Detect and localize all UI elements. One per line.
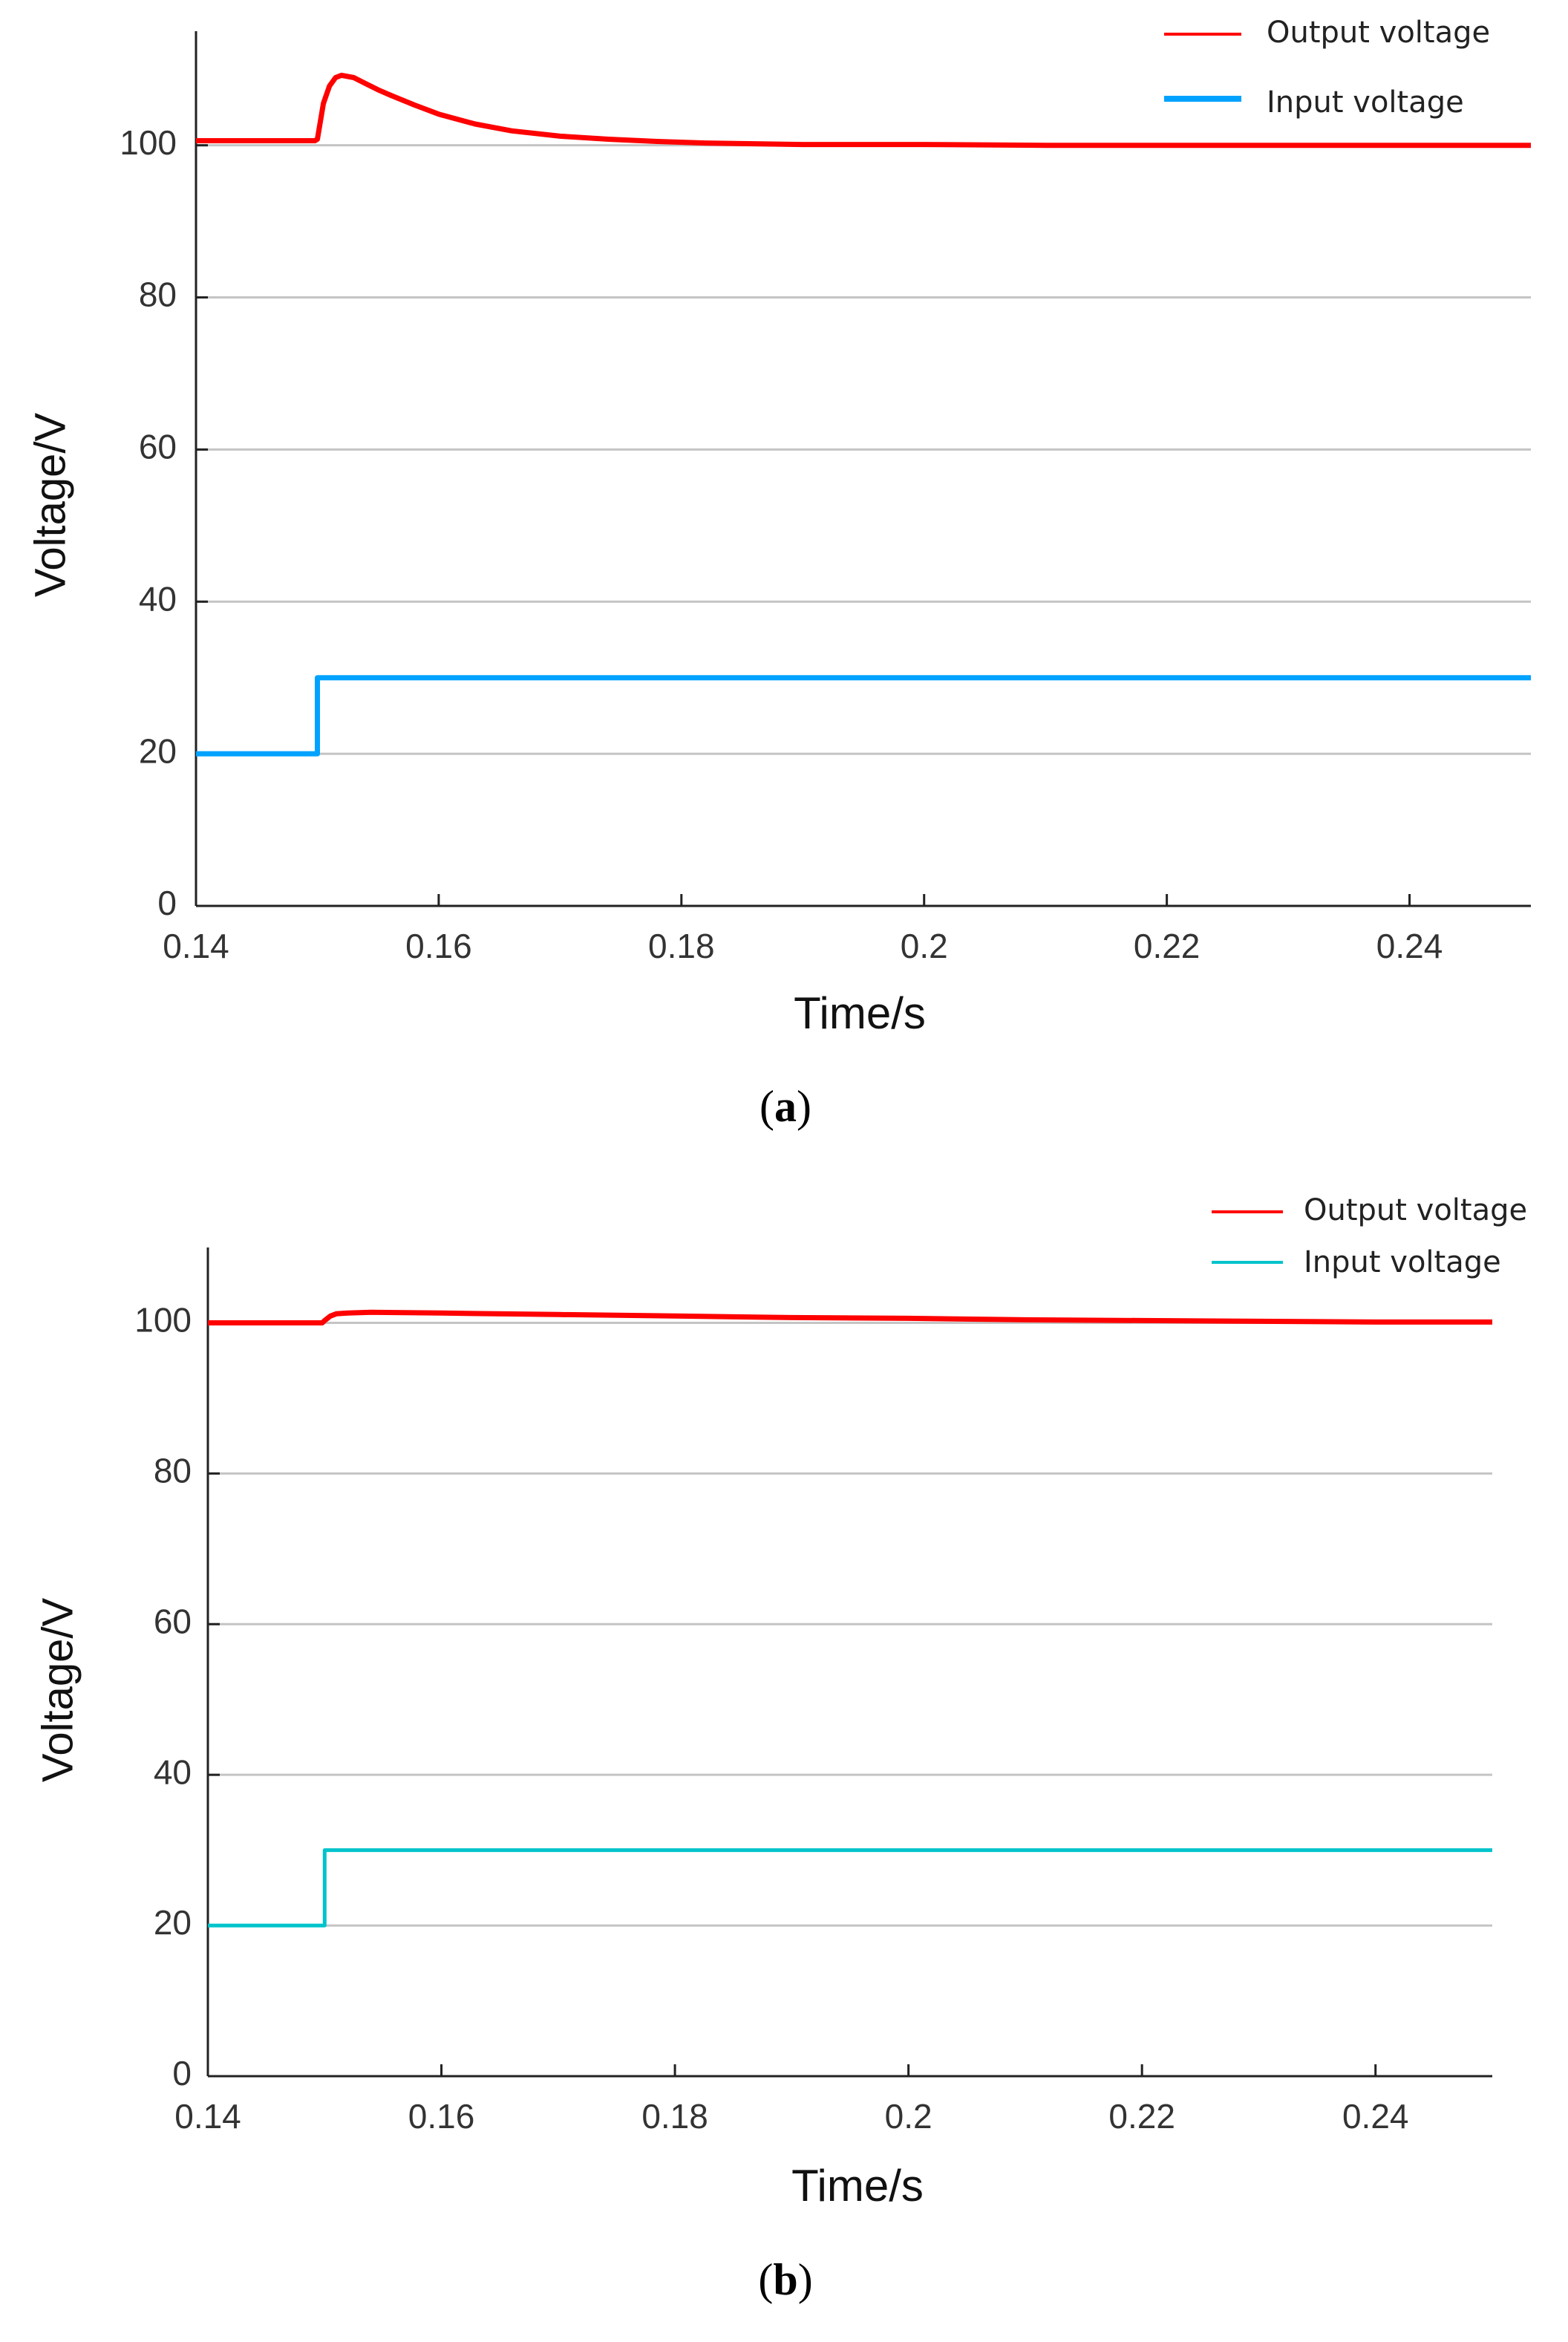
- legend: Output voltage Input voltage: [1212, 1193, 1527, 1279]
- x-tick-label: 0.18: [641, 2097, 708, 2136]
- legend: Output voltage Input voltage: [1164, 16, 1490, 120]
- panel-caption: (a): [760, 1082, 811, 1131]
- caption-paren-open: (: [760, 1082, 774, 1131]
- series-line-input-voltage: [208, 1848, 1492, 1928]
- x-axis-label: Time/s: [791, 2161, 924, 2211]
- y-tick-label: 80: [154, 1452, 192, 1490]
- x-tick-label: 0.22: [1134, 927, 1200, 965]
- y-tick-label: 40: [154, 1752, 192, 1791]
- x-tick-label: 0.14: [174, 2097, 241, 2136]
- x-tick-label: 0.14: [163, 927, 229, 965]
- y-tick-label: 20: [139, 731, 177, 770]
- legend-label: Input voltage: [1267, 85, 1464, 120]
- y-axis-label: Voltage/V: [26, 413, 74, 598]
- y-tick-label: 60: [139, 428, 177, 466]
- y-tick-label: 80: [139, 275, 177, 314]
- x-tick-label: 0.2: [901, 927, 948, 965]
- legend-label: Output voltage: [1304, 1193, 1527, 1227]
- x-tick-label: 0.24: [1342, 2097, 1409, 2136]
- caption-paren-close: ): [798, 2255, 813, 2304]
- series-line-output-voltage: [196, 72, 1531, 149]
- y-tick-label: 60: [154, 1602, 192, 1640]
- legend-label: Input voltage: [1304, 1245, 1501, 1279]
- x-tick-label: 0.16: [405, 927, 472, 965]
- y-axis-label: Voltage/V: [33, 1598, 82, 1783]
- y-tick-label: 100: [120, 123, 177, 162]
- caption-letter: b: [773, 2255, 797, 2304]
- panel-caption: (b): [758, 2255, 812, 2304]
- x-tick-label: 0.16: [408, 2097, 475, 2136]
- x-axis-label: Time/s: [794, 988, 926, 1038]
- y-tick-label: 20: [154, 1903, 192, 1942]
- series-line-output-voltage: [208, 1309, 1492, 1325]
- y-tick-label: 0: [157, 884, 177, 922]
- x-tick-label: 0.2: [885, 2097, 932, 2136]
- legend-label: Output voltage: [1267, 16, 1490, 50]
- y-tick-label: 100: [134, 1301, 192, 1340]
- x-tick-label: 0.22: [1108, 2097, 1175, 2136]
- x-tick-label: 0.24: [1376, 927, 1443, 965]
- caption-letter: a: [774, 1082, 797, 1131]
- caption-paren-close: ): [797, 1082, 811, 1131]
- caption-paren-open: (: [758, 2255, 773, 2304]
- x-tick-label: 0.18: [648, 927, 715, 965]
- chart-panel-b: 0 20 40 60 80 100 0.14 0.16 0.18 0.2 0.22 0.24 Outpu…: [33, 1193, 1527, 2304]
- series-line-input-voltage: [196, 675, 1531, 757]
- chart-panel-a: 0 20 40 60 80 100 0.14 0.16 0.18 0.2 0.22 0.24 Outpu…: [26, 16, 1531, 1131]
- y-tick-label: 0: [172, 2054, 192, 2093]
- y-tick-label: 40: [139, 579, 177, 618]
